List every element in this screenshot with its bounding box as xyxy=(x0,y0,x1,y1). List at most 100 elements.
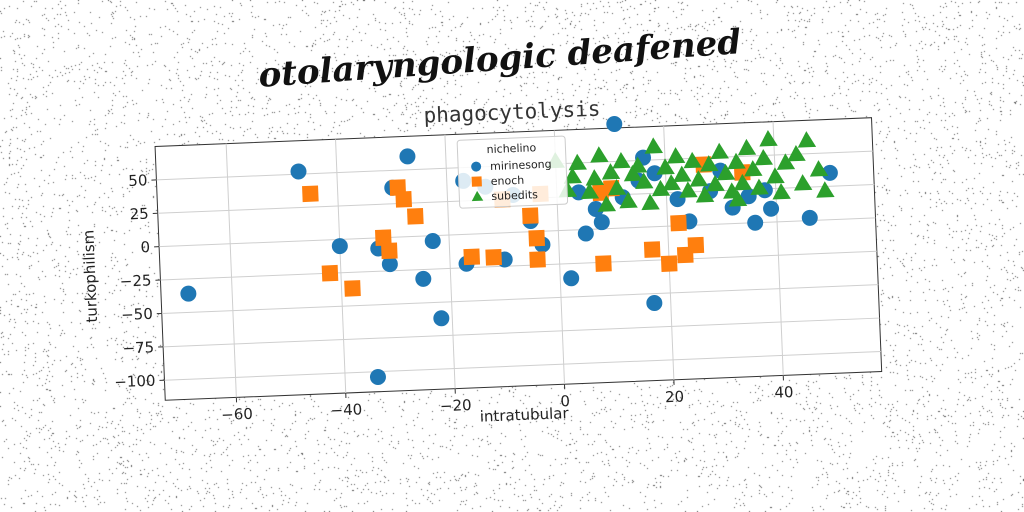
data-point-triangle xyxy=(597,195,617,212)
data-point-square xyxy=(463,248,481,266)
data-point-square xyxy=(670,214,687,232)
data-point-triangle xyxy=(580,182,600,200)
data-point-triangle xyxy=(662,174,681,191)
data-point-triangle xyxy=(794,174,813,191)
data-point-triangle xyxy=(776,153,796,170)
data-point-circle xyxy=(331,238,348,255)
data-point-square xyxy=(485,248,502,266)
x-tick-label: 40 xyxy=(774,383,794,402)
data-point-square xyxy=(643,241,661,258)
data-point-circle xyxy=(369,369,386,386)
data-point-triangle xyxy=(754,148,774,166)
data-point-triangle xyxy=(644,137,664,154)
data-point-square xyxy=(302,185,319,203)
data-point-square xyxy=(522,207,539,225)
data-point-triangle xyxy=(585,169,605,186)
x-gridline xyxy=(772,121,784,376)
x-tick-label: −20 xyxy=(440,396,472,415)
data-point-triangle xyxy=(601,163,621,180)
y-axis-label: turkophilism xyxy=(79,229,101,322)
data-point-triangle xyxy=(797,131,817,148)
data-point-square xyxy=(407,207,424,225)
data-point-triangle xyxy=(607,178,627,196)
data-point-triangle xyxy=(744,160,763,177)
data-point-triangle xyxy=(772,183,791,200)
y-tick-label: −50 xyxy=(121,305,153,324)
x-axis-ticks: −60 −40 −20 0 20 40 xyxy=(221,375,794,424)
data-point-circle xyxy=(424,233,441,250)
x-gridline xyxy=(335,139,347,394)
data-point-circle xyxy=(587,201,604,218)
x-tick-label: −40 xyxy=(330,400,362,419)
data-point-triangle xyxy=(635,172,654,189)
y-tick-label: −75 xyxy=(122,338,154,357)
x-gridline xyxy=(444,134,456,389)
data-point-triangle xyxy=(710,142,729,160)
data-point-triangle xyxy=(706,174,725,192)
x-tick-label: 0 xyxy=(560,392,570,410)
data-point-circle xyxy=(593,214,610,231)
plot-frame xyxy=(154,117,883,401)
y-gridline xyxy=(164,350,881,381)
data-point-circle xyxy=(646,165,663,182)
y-tick-label: 25 xyxy=(129,205,149,224)
chart-title: phagocytolysis xyxy=(423,97,601,128)
y-gridline xyxy=(161,284,879,314)
figure-supertitle: otolaryngologic deafened xyxy=(257,22,742,96)
data-point-triangle xyxy=(673,165,692,183)
data-point-circle xyxy=(381,256,398,273)
data-point-triangle xyxy=(666,147,686,164)
legend-marker-triangle xyxy=(471,190,484,202)
y-tick-label: 50 xyxy=(128,171,148,190)
data-point-triangle xyxy=(651,179,671,197)
data-point-triangle xyxy=(737,138,757,156)
legend-label: subedits xyxy=(491,188,538,203)
legend-marker-circle xyxy=(471,161,482,172)
data-point-square xyxy=(375,229,392,246)
data-point-triangle xyxy=(787,144,806,162)
chart-panel: phagocytolysis −60 −40 −20 0 20 40 −100 −75 −50… xyxy=(79,97,883,426)
data-point-square xyxy=(321,264,339,282)
data-point-triangle xyxy=(816,181,835,198)
data-point-circle xyxy=(563,270,580,287)
x-axis-label: intratubular xyxy=(479,404,569,426)
data-point-circle xyxy=(646,295,663,312)
data-point-circle xyxy=(763,200,780,217)
data-point-triangle xyxy=(727,152,746,170)
data-point-circle xyxy=(801,209,818,226)
data-points xyxy=(180,116,838,386)
legend-label: enoch xyxy=(490,174,524,188)
data-point-triangle xyxy=(656,158,675,175)
y-tick-label: 0 xyxy=(140,238,150,256)
legend-label: mirinesong xyxy=(490,158,552,173)
legend-marker-square xyxy=(471,176,482,187)
data-point-triangle xyxy=(641,193,660,211)
data-point-triangle xyxy=(695,186,715,203)
data-point-square xyxy=(529,251,546,268)
data-point-triangle xyxy=(759,130,778,147)
data-point-square xyxy=(687,236,705,254)
data-point-square xyxy=(395,191,413,208)
data-point-triangle xyxy=(689,170,709,187)
y-tick-label: −100 xyxy=(114,372,156,392)
y-axis-ticks: −100 −75 −50 −25 0 25 50 xyxy=(114,171,165,392)
data-point-circle xyxy=(577,225,594,242)
data-point-circle xyxy=(821,164,838,181)
x-tick-label: 20 xyxy=(665,387,685,406)
data-point-circle xyxy=(180,285,197,302)
data-point-triangle xyxy=(733,173,753,191)
data-point-circle xyxy=(290,163,307,180)
data-point-triangle xyxy=(619,191,638,209)
y-gridline xyxy=(160,250,877,281)
data-point-circle xyxy=(415,270,432,287)
y-gridline xyxy=(163,317,880,348)
data-point-triangle xyxy=(683,151,702,169)
data-point-square xyxy=(528,229,546,247)
data-point-triangle xyxy=(568,153,587,171)
data-point-triangle xyxy=(750,178,769,196)
data-point-circle xyxy=(399,148,416,165)
data-point-circle xyxy=(747,214,764,231)
y-tick-label: −25 xyxy=(119,271,151,290)
